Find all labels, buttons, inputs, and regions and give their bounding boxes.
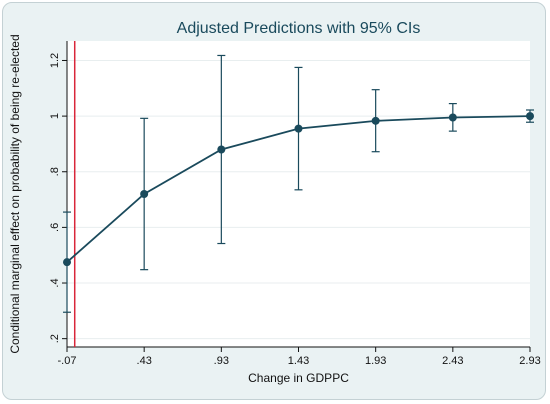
x-axis-label: Change in GDPPC bbox=[248, 371, 349, 385]
y-tick-label: .2 bbox=[49, 334, 61, 343]
x-tick-label: -.07 bbox=[58, 355, 77, 367]
data-point bbox=[371, 116, 380, 125]
y-tick-label: .6 bbox=[49, 223, 61, 232]
data-point bbox=[526, 112, 534, 121]
y-tick-label: 1.2 bbox=[49, 53, 61, 68]
data-point bbox=[63, 258, 71, 267]
data-point bbox=[448, 113, 457, 122]
y-tick-label: .4 bbox=[49, 278, 61, 287]
x-tick-label: 1.93 bbox=[365, 355, 386, 367]
chart-title: Adjusted Predictions with 95% CIs bbox=[177, 20, 421, 37]
x-tick-label: 2.93 bbox=[519, 355, 540, 367]
data-point bbox=[217, 145, 226, 154]
y-tick-label: 1 bbox=[49, 113, 61, 119]
data-points bbox=[63, 112, 534, 267]
x-tick-label: .93 bbox=[214, 355, 229, 367]
ticks: .2 .4 .6 .8 1 1.2 -.07 .43 .93 1.43 1.93 2.43 2.93 bbox=[49, 53, 541, 367]
data-point bbox=[140, 190, 149, 198]
x-tick-label: 2.43 bbox=[442, 355, 463, 367]
y-axis-label: Conditional marginal effect on probabili… bbox=[8, 34, 22, 353]
x-tick-label: .43 bbox=[137, 355, 152, 367]
y-tick-label: .8 bbox=[49, 167, 61, 176]
data-point bbox=[294, 124, 303, 133]
x-tick-label: 1.43 bbox=[288, 355, 309, 367]
